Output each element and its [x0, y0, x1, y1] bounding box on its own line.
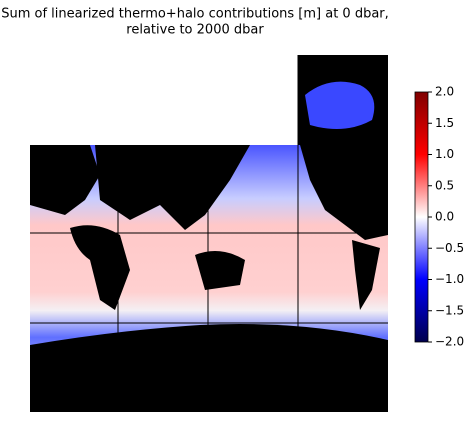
land	[95, 145, 250, 230]
graticule	[30, 55, 388, 412]
tick-label: −1.0	[435, 272, 464, 286]
colorbar	[414, 91, 429, 343]
tick-label: 2.0	[435, 85, 454, 99]
title-line: relative to 2000 dbar	[126, 23, 264, 38]
antarctica	[30, 324, 388, 412]
title-line: Sum of linearized thermo+halo contributi…	[1, 7, 389, 22]
land	[30, 145, 100, 215]
tick-label: −0.5	[435, 241, 464, 255]
arctic-ocean	[305, 81, 375, 129]
tick-label: 1.5	[435, 116, 454, 130]
land	[352, 240, 380, 310]
tick-label: 1.0	[435, 147, 454, 161]
land	[300, 145, 388, 240]
land	[70, 225, 130, 310]
map	[30, 55, 388, 412]
tick-label: −2.0	[435, 335, 464, 349]
tick-label: 0.5	[435, 178, 454, 192]
tick-label: −1.5	[435, 303, 464, 317]
tick-label: 0.0	[435, 210, 454, 224]
